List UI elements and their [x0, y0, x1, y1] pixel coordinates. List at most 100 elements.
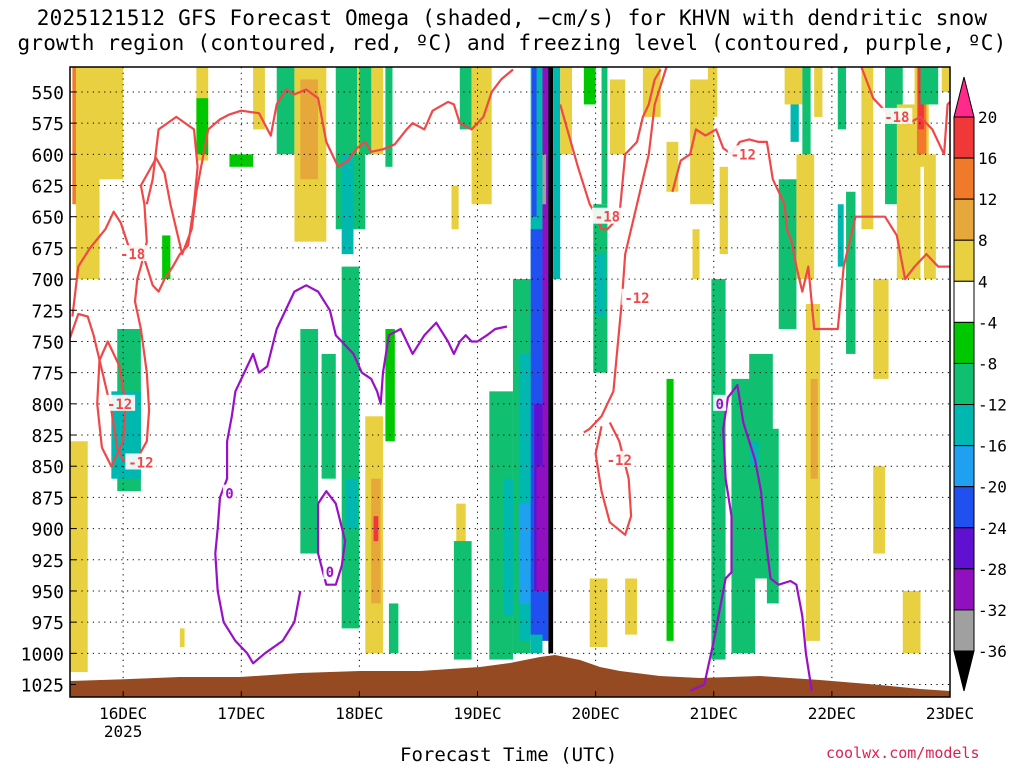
dgz-contour [70, 68, 514, 464]
omega-cell [553, 67, 561, 280]
colorbar-swatch [953, 362, 975, 406]
colorbar-top-arrow [953, 76, 975, 118]
y-tick-label: 725 [31, 301, 64, 322]
x-tick-label: 22DEC [808, 704, 856, 723]
omega-cell [75, 67, 100, 280]
colorbar-swatch [953, 445, 975, 488]
contour-label-bg [323, 563, 337, 580]
contour-label: 0 [715, 397, 723, 413]
omega-cell [388, 603, 399, 654]
omega-cell [542, 67, 549, 591]
chart-title: 2025121512 GFS Forecast Omega (shaded, −… [17, 6, 1007, 55]
colorbar-swatch [953, 280, 975, 323]
y-tick-label: 900 [31, 520, 64, 541]
omega-cell [941, 67, 950, 92]
contour-label: 0 [225, 487, 233, 503]
omega-cell [666, 378, 674, 641]
colorbar-label: -20 [978, 478, 1007, 497]
x-tick-label: 21DEC [690, 704, 738, 723]
colorbar-swatch [953, 527, 975, 570]
omega-cell [846, 191, 856, 354]
omega-cell [385, 67, 393, 167]
omega-cell [453, 541, 472, 660]
contour-label: -12 [731, 147, 756, 163]
colorbar-swatch [953, 116, 975, 159]
omega-cell [371, 478, 381, 604]
contour-label-bg [881, 107, 913, 124]
credit-link[interactable]: coolwx.com/models [826, 744, 980, 762]
omega-cell [690, 79, 714, 205]
omega-cell [837, 67, 847, 130]
colorbar-bottom-arrow [953, 650, 975, 692]
x-tick-label: 16DEC [99, 704, 147, 723]
freezing-level-contour [317, 490, 347, 586]
omega-cell [385, 328, 395, 442]
y-tick-label: 675 [31, 239, 64, 260]
contour-label-bg [603, 450, 635, 467]
omega-cell [666, 141, 679, 192]
omega-cell [589, 578, 608, 648]
y-tick-label: 825 [31, 426, 64, 447]
dgz-contour [860, 67, 950, 156]
colorbar-label: -32 [978, 601, 1007, 620]
colorbar-swatch [953, 157, 975, 200]
dgz-contour [671, 128, 950, 331]
colorbar-swatch [953, 404, 975, 447]
colorbar-label: 4 [978, 272, 988, 291]
omega-cell [595, 254, 606, 317]
omega-cell [583, 67, 596, 105]
y-tick-label: 1025 [21, 676, 64, 697]
contour-label: -18 [884, 110, 909, 126]
colorbar-label: -36 [978, 642, 1007, 661]
y-tick-label: 700 [31, 270, 64, 291]
contour-label: 0 [326, 565, 334, 581]
x-axis-ticks: 16DEC 17DEC 18DEC 19DEC 20DEC 21DEC 22DEC 23DEC… [99, 691, 974, 741]
colorbar-label: -28 [978, 560, 1007, 579]
omega-cell [560, 67, 573, 155]
colorbar-label: -24 [978, 519, 1007, 538]
omega-cell [341, 154, 354, 255]
contour-label-bg [222, 484, 236, 501]
omega-cell [802, 67, 811, 155]
y-tick-label: 550 [31, 83, 64, 104]
y-tick-label: 775 [31, 364, 64, 385]
contour-label-bg [621, 288, 653, 305]
contour-labels: -12 -12 -18 -18 -12 -12 -12 -18 0 0 0 [104, 107, 913, 581]
omega-cell [162, 235, 171, 280]
x-axis-title: Forecast Time (UTC) [400, 744, 618, 766]
colorbar-label: -12 [978, 396, 1007, 415]
omega-cell [196, 98, 209, 155]
omega-cell [321, 353, 336, 479]
contour-label-bg [727, 145, 759, 162]
omega-cell [609, 79, 626, 155]
omega-cell [601, 67, 608, 205]
colorbar-swatch [953, 239, 975, 282]
omega-cell [536, 466, 543, 591]
dgz-contour [96, 340, 127, 468]
colorbar-swatch [953, 568, 975, 611]
contour-label: -18 [595, 210, 620, 226]
omega-cell [749, 353, 773, 579]
omega-cell [766, 428, 779, 604]
omega-cell [861, 67, 874, 230]
omega-cell [814, 67, 823, 117]
colorbar-swatch [953, 609, 975, 652]
y-tick-label: 925 [31, 551, 64, 572]
freezing-level-contour [689, 384, 813, 692]
omega-cell [70, 441, 88, 673]
contour-label-bg [713, 394, 727, 411]
omega-cell [719, 166, 728, 255]
omega-cell [179, 628, 185, 648]
omega-cell [518, 503, 531, 604]
contour-label: -12 [128, 455, 153, 471]
omega-cell [810, 378, 818, 479]
freezing-level-contour [214, 284, 508, 665]
contour-label-bg [117, 245, 149, 262]
omega-cell [373, 516, 379, 542]
contour-label: -12 [607, 453, 632, 469]
contour-label: -18 [120, 247, 145, 263]
omega-cell [276, 67, 295, 155]
year-label: 2025 [104, 722, 143, 741]
omega-cell [920, 67, 939, 105]
